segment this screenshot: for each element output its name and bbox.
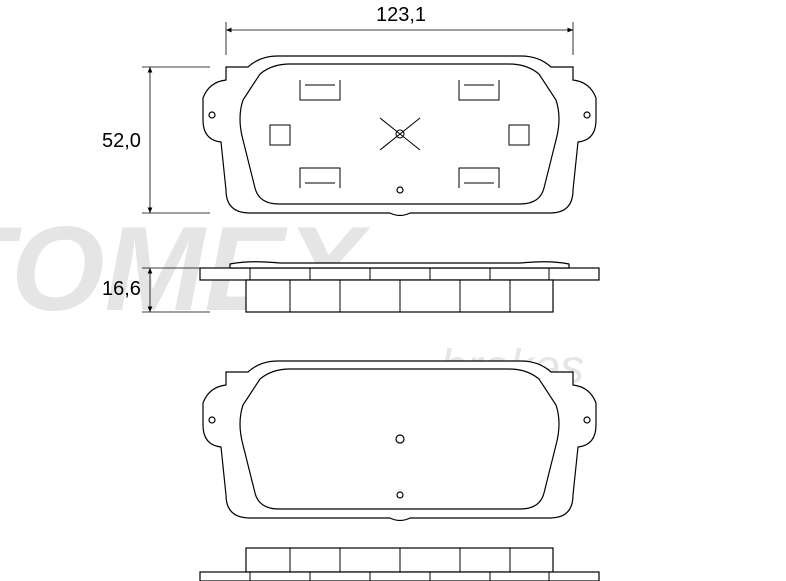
front-view	[203, 56, 596, 216]
dim-height-label: 52,0	[102, 130, 141, 153]
dim-width-label: 123,1	[376, 4, 426, 27]
side-view	[200, 262, 599, 312]
bottom-side-view	[200, 548, 599, 581]
back-view	[203, 361, 596, 521]
dim-thickness-label: 16,6	[102, 278, 141, 301]
